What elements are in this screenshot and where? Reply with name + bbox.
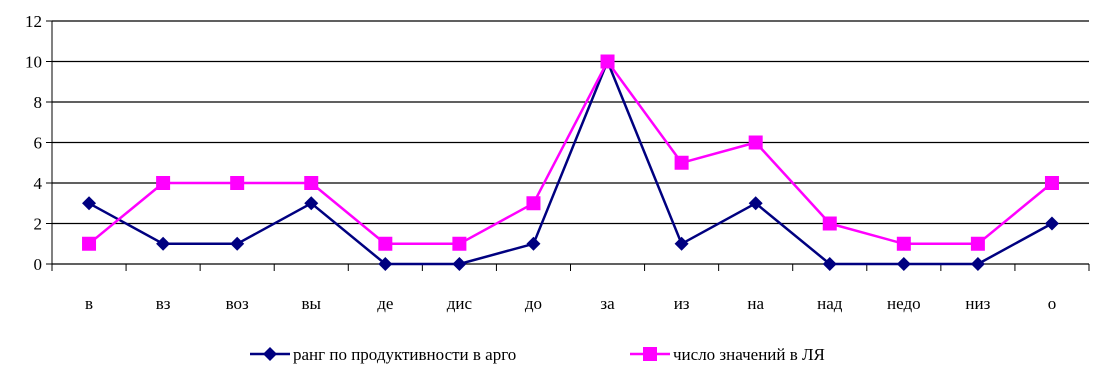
legend-label-series-2: число значений в ЛЯ bbox=[673, 345, 825, 364]
x-tick-label: воз bbox=[226, 294, 249, 313]
x-tick-label: вз bbox=[156, 294, 171, 313]
series-1-point bbox=[748, 196, 763, 211]
y-tick-label: 0 bbox=[34, 255, 43, 274]
series-1-point bbox=[526, 236, 541, 251]
x-tick-label: дис bbox=[447, 294, 473, 313]
y-tick-label: 10 bbox=[25, 53, 42, 72]
series-1-point bbox=[822, 257, 837, 271]
series-group bbox=[82, 54, 1059, 271]
series-2-point bbox=[970, 236, 985, 251]
gridlines bbox=[52, 20, 1089, 265]
series-2-point bbox=[82, 236, 97, 251]
series-2-point bbox=[452, 236, 467, 251]
y-tick-label: 4 bbox=[34, 174, 43, 193]
series-1-point bbox=[230, 236, 245, 251]
series-2-point bbox=[526, 196, 541, 211]
legend: ранг по продуктивности в арго число знач… bbox=[250, 345, 825, 364]
series-2-point bbox=[748, 135, 763, 150]
x-tick-label: в bbox=[85, 294, 93, 313]
axes bbox=[46, 20, 1090, 271]
series-1-point bbox=[970, 257, 985, 271]
series-2-point bbox=[378, 236, 393, 251]
series-2-point bbox=[230, 176, 245, 190]
x-tick-label: на bbox=[747, 294, 764, 313]
y-tick-label: 2 bbox=[34, 215, 43, 234]
series-1-point bbox=[896, 257, 911, 271]
x-tick-label: низ bbox=[965, 294, 990, 313]
x-tick-label: о bbox=[1048, 294, 1057, 313]
series-2-point bbox=[304, 176, 319, 190]
x-tick-label: недо bbox=[887, 294, 921, 313]
x-tick-labels: в вз воз вы де дис до за из на над недо низ о bbox=[85, 294, 1056, 313]
y-tick-label: 6 bbox=[34, 134, 43, 153]
series-2-point bbox=[896, 236, 911, 251]
series-2-point bbox=[674, 155, 689, 170]
series-1-point bbox=[378, 257, 393, 271]
y-tick-label: 12 bbox=[25, 12, 42, 31]
series-2-point bbox=[1044, 176, 1059, 190]
x-tick-label: де bbox=[377, 294, 393, 313]
series-1-point bbox=[674, 236, 689, 251]
series-2-line bbox=[88, 60, 1053, 246]
series-2-point bbox=[822, 216, 837, 231]
series-1-point bbox=[82, 196, 97, 211]
series-1-line bbox=[88, 60, 1053, 266]
x-tick-label: над bbox=[817, 294, 843, 313]
series-2-point bbox=[156, 176, 171, 190]
series-1-point bbox=[1044, 216, 1059, 231]
x-tick-label: до bbox=[525, 294, 542, 313]
series-2-point bbox=[600, 54, 615, 69]
x-tick-label: из bbox=[674, 294, 690, 313]
x-tick-label: вы bbox=[302, 294, 322, 313]
series-1-point bbox=[156, 236, 171, 251]
series-1-point bbox=[304, 196, 319, 211]
legend-label-series-1: ранг по продуктивности в арго bbox=[293, 345, 516, 364]
y-tick-label: 8 bbox=[34, 93, 43, 112]
x-tick-label: за bbox=[600, 294, 615, 313]
y-tick-labels: 0 2 4 6 8 10 12 bbox=[25, 12, 43, 274]
legend-item-series-1: ранг по продуктивности в арго bbox=[250, 345, 516, 364]
series-1-point bbox=[452, 257, 467, 271]
legend-item-series-2: число значений в ЛЯ bbox=[630, 345, 825, 364]
